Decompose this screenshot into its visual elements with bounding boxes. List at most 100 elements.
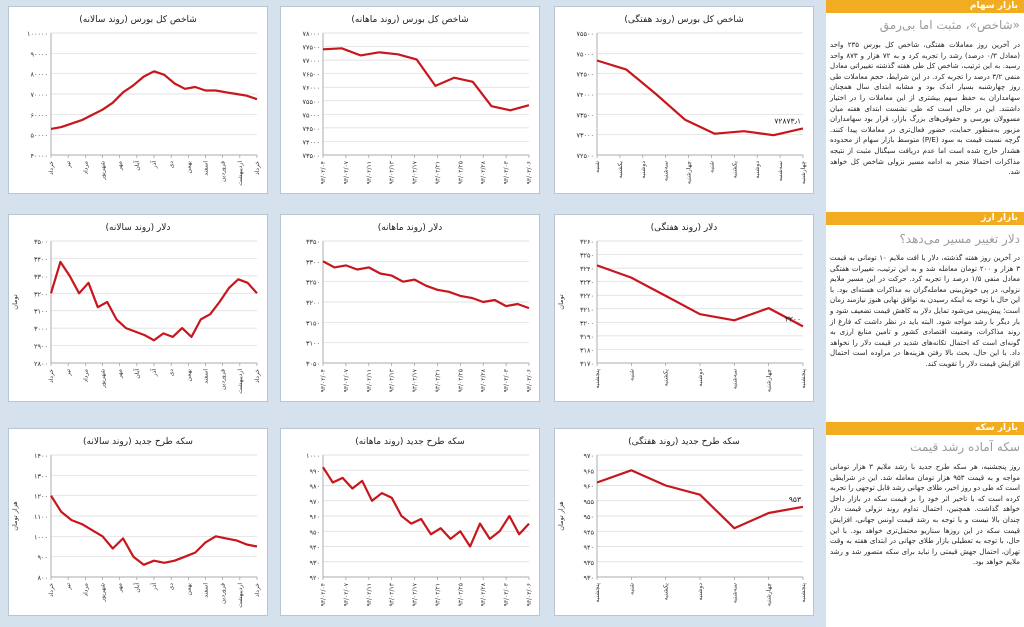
chart-title: شاخص کل بورس (روند ماهانه) [351, 15, 468, 25]
y-tick-label: ۹۳۵ [584, 559, 595, 567]
chart-dollar-weekly: دلار (روند هفتگی) ۳۲۶۰ ۳۲۵۰ ۳۲۴۰ ۳۲۳۰ ۳۲۲۰ ۳۲۱… [557, 221, 807, 392]
section-title-stocks: «شاخص»، مثبت اما بی‌رمق [879, 18, 1020, 32]
y-tick-label: ۷۷۰۰۰ [303, 57, 320, 65]
x-tick-label: ۹۳/۰۲/۲۵ [457, 369, 464, 392]
y-tick-label: ۳۱۰۰ [306, 340, 320, 348]
x-tick-label: مرداد [82, 161, 89, 175]
y-tick-label: ۷۵۵۰۰ [577, 30, 594, 38]
series-line [50, 495, 258, 566]
y-tick-label: ۳۲۰۰ [580, 319, 594, 327]
x-tick-label: ۹۳/۰۲/۱۱ [366, 583, 373, 606]
chart-coin-monthly: سکه طرح جدید (روند ماهانه) ۱۰۰۰ ۹۹۰ ۹۸۰ ۹۷۰ ۹… [306, 437, 533, 606]
x-tick-label: ۹۳/۰۲/۱۳ [389, 160, 396, 184]
chart-dollar-yearly: دلار (روند سالانه) ۳۵۰۰ ۳۴۰۰ ۳۳۰۰ ۳۲۰۰ ۳۱۰۰ ۳۰… [11, 223, 261, 394]
x-tick-label: دوشنبه [640, 161, 647, 179]
chart-coin-weekly: سکه طرح جدید (روند هفتگی) ۹۷۰ ۹۶۵ ۹۶۰ ۹۵۵ ۹۵۰… [557, 435, 807, 606]
chart-panel-dollar-monthly: دلار (روند ماهانه) ۳۳۵۰ ۳۳۰۰ ۳۲۵۰ ۳۲۰۰ ۳۱۵۰ ۳۱… [280, 214, 540, 402]
y-tick-label: ۱۰۰۰ [306, 452, 320, 460]
x-tick-label: ۹۳/۰۲/۰۷ [343, 160, 350, 184]
chart-panel-coin-monthly: سکه طرح جدید (روند ماهانه) ۱۰۰۰ ۹۹۰ ۹۸۰ ۹۷۰ ۹… [280, 428, 540, 616]
y-axis-label: هزار تومان [11, 501, 19, 531]
series-line [596, 59, 804, 137]
x-tick-label: دی [168, 583, 175, 591]
x-tick-label: ۹۳/۰۲/۲۱ [434, 583, 441, 606]
data-label: ۳۲۰۰ [785, 314, 801, 323]
y-tick-label: ۷۴۰۰۰ [577, 91, 594, 99]
series-line [322, 466, 530, 548]
x-tick-label: ۹۳/۰۲/۲۱ [434, 161, 441, 184]
y-tick-label: ۹۷۰ [584, 452, 594, 460]
y-tick-label: ۹۹۰ [310, 467, 320, 475]
y-tick-label: ۱۳۰۰ [34, 472, 48, 480]
x-tick-label: چهارشنبه [766, 369, 773, 392]
chart-panel-dollar-weekly: دلار (روند هفتگی) ۳۲۶۰ ۳۲۵۰ ۳۲۴۰ ۳۲۳۰ ۳۲۲۰ ۳۲۱… [554, 214, 814, 402]
y-tick-label: ۶۰۰۰۰ [31, 111, 48, 119]
charts-area: شاخص کل بورس (روند سالانه) ۱۰۰۰۰۰ ۹۰۰۰۰ ۸۰۰… [0, 0, 822, 627]
chart-index-monthly: شاخص کل بورس (روند ماهانه) ۷۸۰۰۰ ۷۷۵۰۰ ۷۷۰۰… [303, 15, 533, 184]
y-tick-label: ۳۲۲۰ [580, 292, 594, 300]
x-tick-label: چهارشنبه [686, 161, 693, 184]
y-tick-label: ۷۶۵۰۰ [303, 71, 320, 79]
chart-panel-coin-weekly: سکه طرح جدید (روند هفتگی) ۹۷۰ ۹۶۵ ۹۶۰ ۹۵۵ ۹۵۰… [554, 428, 814, 616]
x-tick-label: خرداد [48, 583, 55, 597]
x-tick-label: پنجشنبه [594, 583, 601, 603]
x-tick-label: پنجشنبه [800, 369, 807, 389]
x-tick-label: چهارشنبه [766, 583, 773, 606]
y-tick-label: ۹۵۰ [310, 528, 320, 536]
x-tick-label: شنبه [708, 161, 715, 173]
section-head-currency: بازار ارز [826, 212, 1024, 225]
y-tick-label: ۷۷۵۰۰ [303, 44, 320, 52]
x-tick-label: شنبه [594, 161, 601, 173]
y-tick-label: ۳۱۹۰ [580, 333, 594, 341]
x-tick-label: ۹۳/۰۲/۱۷ [412, 368, 419, 392]
y-tick-label: ۷۴۵۰۰ [303, 125, 320, 133]
x-tick-label: فروردین [220, 583, 227, 604]
y-tick-label: ۲۸۰۰ [34, 360, 48, 368]
y-tick-label: ۹۵۵ [584, 498, 595, 506]
y-tick-label: ۹۶۵ [584, 467, 595, 475]
x-tick-label: اسفند [203, 161, 210, 176]
y-tick-label: ۵۰۰۰۰ [31, 132, 48, 140]
y-tick-label: ۱۴۰۰ [34, 452, 48, 460]
y-tick-label: ۸۰۰ [38, 574, 48, 582]
y-tick-label: ۴۰۰۰۰ [31, 152, 48, 160]
y-tick-label: ۳۲۵۰ [306, 279, 320, 287]
x-tick-label: تیر [65, 583, 72, 591]
chart-title: دلار (روند سالانه) [106, 223, 171, 233]
y-tick-label: ۳۱۰۰ [34, 308, 48, 316]
x-tick-label: ۹۳/۰۳/۰۳ [503, 368, 510, 392]
x-tick-label: ۹۳/۰۳/۰۳ [503, 582, 510, 606]
x-tick-label: ۹۳/۰۲/۱۱ [366, 161, 373, 184]
x-tick-label: سه‌شنبه [731, 369, 738, 389]
column-separator [822, 0, 826, 627]
x-tick-label: ۹۳/۰۲/۲۱ [434, 369, 441, 392]
y-tick-label: ۹۷۰ [310, 498, 320, 506]
y-tick-label: ۹۴۵ [584, 528, 595, 536]
x-tick-label: یکشنبه [731, 161, 738, 179]
x-tick-label: فروردین [220, 369, 227, 390]
x-tick-label: ۹۳/۰۲/۱۷ [412, 582, 419, 606]
chart-index-yearly: شاخص کل بورس (روند سالانه) ۱۰۰۰۰۰ ۹۰۰۰۰ ۸۰۰… [27, 15, 261, 186]
x-tick-label: ۹۳/۰۲/۰۷ [343, 582, 350, 606]
chart-coin-yearly: سکه طرح جدید (روند سالانه) ۱۴۰۰ ۱۳۰۰ ۱۲۰۰ ۱۱… [11, 437, 261, 608]
x-tick-label: ۹۳/۰۳/۰۶ [526, 161, 533, 184]
chart-title: شاخص کل بورس (روند سالانه) [79, 15, 197, 25]
chart-panel-index-monthly: شاخص کل بورس (روند ماهانه) ۷۸۰۰۰ ۷۷۵۰۰ ۷۷۰۰… [280, 6, 540, 194]
x-tick-label: شهریور [100, 583, 107, 603]
x-tick-label: تیر [65, 369, 72, 377]
y-axis-label: تومان [557, 294, 565, 310]
x-tick-label: تیر [65, 161, 72, 169]
series-line [322, 260, 530, 310]
x-tick-label: آبان [132, 369, 141, 379]
y-axis-label: تومان [11, 294, 19, 310]
x-tick-label: خرداد [48, 161, 55, 175]
series-line [50, 70, 258, 130]
data-label: ۷۲۸۷۳٫۱ [774, 116, 801, 125]
x-tick-label: اردیبهشت [237, 369, 244, 394]
y-tick-label: ۳۲۶۰ [580, 238, 594, 246]
chart-dollar-monthly: دلار (روند ماهانه) ۳۳۵۰ ۳۳۰۰ ۳۲۵۰ ۳۲۰۰ ۳۱۵۰ ۳۱… [306, 223, 533, 392]
y-tick-label: ۹۳۰ [584, 574, 594, 582]
y-tick-label: ۷۵۰۰۰ [303, 111, 320, 119]
y-tick-label: ۳۴۰۰ [34, 255, 48, 263]
chart-title: سکه طرح جدید (روند هفتگی) [628, 435, 740, 447]
